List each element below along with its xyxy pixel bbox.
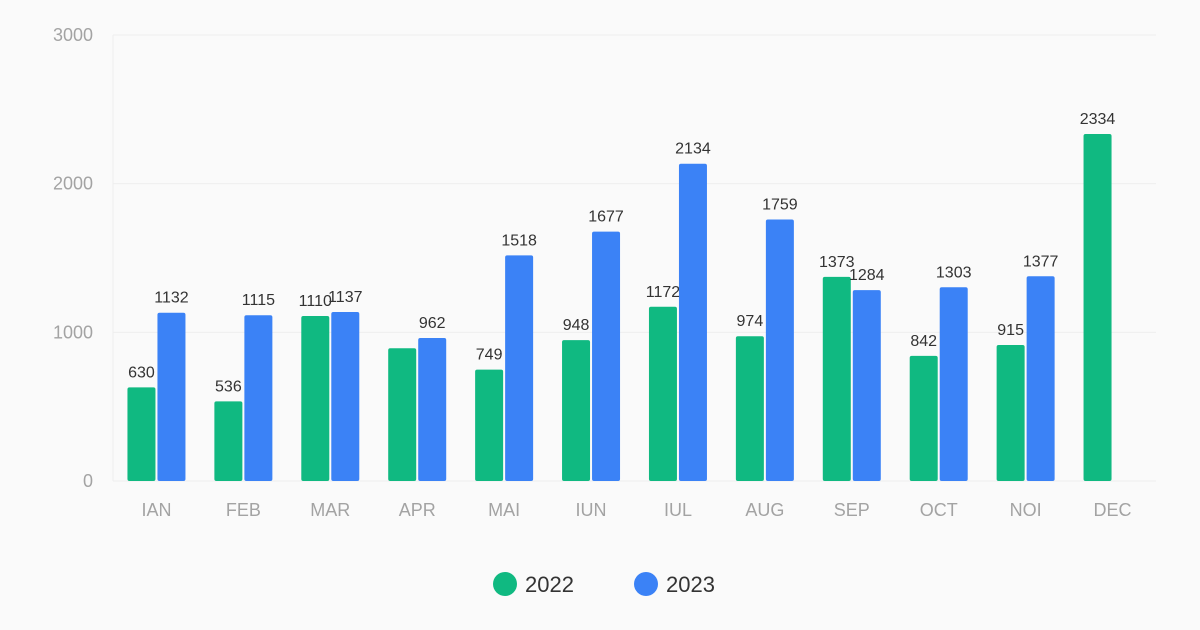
x-tick-label: IUL [664, 500, 692, 520]
data-label: 1172 [646, 284, 681, 301]
legend-marker[interactable] [493, 572, 517, 596]
data-label: 915 [997, 322, 1024, 339]
data-label: 749 [476, 347, 503, 364]
data-label: 1759 [762, 196, 798, 213]
data-label: 974 [737, 313, 764, 330]
bar-2022-DEC[interactable] [1083, 134, 1112, 481]
data-label: 2334 [1080, 111, 1116, 128]
data-label: 1132 [154, 290, 189, 307]
data-label: 536 [215, 378, 242, 395]
data-label: 1115 [242, 292, 275, 309]
bar-2022-IAN[interactable] [127, 387, 156, 481]
data-label: 1303 [936, 264, 972, 281]
data-label: 2134 [675, 141, 711, 158]
data-label: 948 [563, 317, 590, 334]
x-tick-label: IUN [576, 500, 607, 520]
x-tick-label: DEC [1094, 500, 1132, 520]
data-label: 1677 [588, 209, 624, 226]
data-label: 1284 [849, 267, 885, 284]
data-label: 1137 [328, 289, 363, 306]
x-tick-label: IAN [141, 500, 171, 520]
data-label: 1373 [819, 254, 855, 271]
bar-2022-IUL[interactable] [648, 306, 677, 481]
x-tick-label: SEP [834, 500, 870, 520]
data-label: 962 [419, 315, 446, 332]
legend-label[interactable]: 2022 [525, 572, 574, 597]
x-tick-label: APR [399, 500, 436, 520]
legend-label[interactable]: 2023 [666, 572, 715, 597]
bar-2022-AUG[interactable] [735, 336, 764, 481]
data-label: 630 [128, 364, 155, 381]
data-label: 842 [910, 333, 937, 350]
bar-2022-MAR[interactable] [301, 315, 330, 481]
x-tick-label: MAR [310, 500, 350, 520]
bar-2023-AUG[interactable] [765, 219, 794, 481]
x-tick-label: FEB [226, 500, 261, 520]
bar-2023-APR[interactable] [418, 337, 447, 481]
bar-2022-IUN[interactable] [562, 340, 591, 481]
bar-2022-FEB[interactable] [214, 401, 243, 481]
bar-2022-MAI[interactable] [475, 369, 504, 481]
bar-2023-IUN[interactable] [592, 231, 621, 481]
x-tick-label: MAI [488, 500, 520, 520]
bar-2023-FEB[interactable] [244, 315, 273, 481]
bar-2022-APR[interactable] [388, 348, 417, 481]
bar-2023-OCT[interactable] [939, 287, 968, 481]
bar-2023-SEP[interactable] [852, 290, 881, 481]
bar-2023-MAR[interactable] [331, 311, 360, 481]
bar-2023-NOI[interactable] [1026, 276, 1055, 481]
bar-2023-IAN[interactable] [157, 312, 186, 481]
bar-2022-NOI[interactable] [996, 344, 1025, 481]
data-label: 1518 [501, 232, 537, 249]
data-label: 1110 [299, 293, 332, 310]
y-tick-label: 0 [83, 471, 93, 491]
x-tick-label: NOI [1010, 500, 1042, 520]
bar-2022-OCT[interactable] [909, 355, 938, 481]
x-tick-label: AUG [745, 500, 784, 520]
legend-marker[interactable] [634, 572, 658, 596]
y-tick-label: 3000 [53, 25, 93, 45]
bar-2023-IUL[interactable] [678, 163, 707, 481]
y-tick-label: 1000 [53, 322, 93, 342]
data-label: 1377 [1023, 253, 1059, 270]
x-tick-label: OCT [920, 500, 958, 520]
y-tick-label: 2000 [53, 174, 93, 194]
bar-2022-SEP[interactable] [822, 276, 851, 481]
bar-2023-MAI[interactable] [505, 255, 534, 481]
